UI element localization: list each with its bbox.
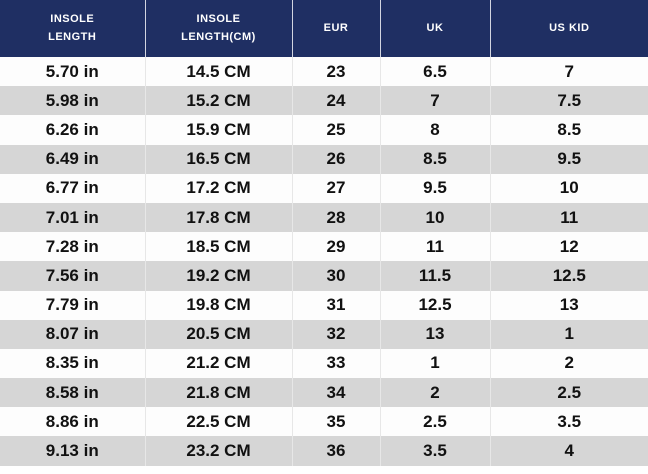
table-cell: 19.8 CM [145,290,293,320]
table-cell: 13 [490,290,648,320]
table-row: 7.01 in 17.8 CM 28 10 11 [0,202,648,233]
table-cell: 8.35 in [0,348,146,379]
table-cell: 9.5 [380,173,491,203]
table-cell: 23 [292,57,381,87]
table-cell: 9.13 in [0,436,146,466]
table-cell: 7.01 in [0,202,146,233]
column-header-eur: EUR [292,0,381,57]
table-row: 5.98 in 15.2 CM 24 7 7.5 [0,86,648,116]
table-cell: 16.5 CM [145,144,293,174]
table-cell: 6.49 in [0,144,146,174]
table-cell: 34 [292,378,381,408]
table-cell: 6.5 [380,57,491,87]
table-cell: 17.2 CM [145,173,293,203]
table-cell: 22.5 CM [145,407,293,437]
table-cell: 8.86 in [0,407,146,437]
table-cell: 7 [490,57,648,87]
table-cell: 11 [490,202,648,233]
table-cell: 7.79 in [0,290,146,320]
table-row: 5.70 in 14.5 CM 23 6.5 7 [0,57,648,87]
table-cell: 36 [292,436,381,466]
table-cell: 35 [292,407,381,437]
table-cell: 12 [490,232,648,262]
table-cell: 33 [292,348,381,379]
table-cell: 6.26 in [0,115,146,145]
table-row: 7.28 in 18.5 CM 29 11 12 [0,232,648,262]
table-cell: 25 [292,115,381,145]
column-header-insole-length-cm: INSOLE LENGTH(CM) [145,0,293,57]
table-row: 6.26 in 15.9 CM 25 8 8.5 [0,115,648,145]
table-cell: 14.5 CM [145,57,293,87]
table-cell: 8.5 [490,115,648,145]
column-header-us-kid: US KID [490,0,648,57]
table-cell: 8.5 [380,144,491,174]
table-cell: 10 [490,173,648,203]
table-row: 8.35 in 21.2 CM 33 1 2 [0,348,648,379]
table-cell: 19.2 CM [145,261,293,291]
table-row: 7.79 in 19.8 CM 31 12.5 13 [0,290,648,320]
table-cell: 29 [292,232,381,262]
table-cell: 7.56 in [0,261,146,291]
table-cell: 28 [292,202,381,233]
table-cell: 32 [292,319,381,349]
table-cell: 7 [380,86,491,116]
table-cell: 7.5 [490,86,648,116]
table-row: 8.07 in 20.5 CM 32 13 1 [0,319,648,349]
table-cell: 13 [380,319,491,349]
table-cell: 21.2 CM [145,348,293,379]
column-header-insole-length: INSOLE LENGTH [0,0,146,57]
table-cell: 24 [292,86,381,116]
table-cell: 5.98 in [0,86,146,116]
table-cell: 9.5 [490,144,648,174]
table-cell: 2.5 [380,407,491,437]
table-cell: 15.9 CM [145,115,293,145]
table-cell: 8.07 in [0,319,146,349]
table-cell: 17.8 CM [145,202,293,233]
table-row: 7.56 in 19.2 CM 30 11.5 12.5 [0,261,648,291]
table-row: 8.86 in 22.5 CM 35 2.5 3.5 [0,407,648,437]
table-row: 6.49 in 16.5 CM 26 8.5 9.5 [0,144,648,174]
table-cell: 3.5 [380,436,491,466]
table-cell: 12.5 [490,261,648,291]
table-row: 6.77 in 17.2 CM 27 9.5 10 [0,173,648,203]
column-header-uk: UK [380,0,491,57]
table-cell: 5.70 in [0,57,146,87]
table-cell: 8 [380,115,491,145]
table-cell: 23.2 CM [145,436,293,466]
table-cell: 6.77 in [0,173,146,203]
table-body: 5.70 in 14.5 CM 23 6.5 7 5.98 in 15.2 CM 24 7 7.5… [0,57,648,466]
table-row: 9.13 in 23.2 CM 36 3.5 4 [0,436,648,466]
table-cell: 18.5 CM [145,232,293,262]
table-cell: 10 [380,202,491,233]
table-cell: 1 [490,319,648,349]
table-cell: 2.5 [490,378,648,408]
table-cell: 3.5 [490,407,648,437]
table-row: 8.58 in 21.8 CM 34 2 2.5 [0,378,648,408]
table-cell: 15.2 CM [145,86,293,116]
table-cell: 26 [292,144,381,174]
table-cell: 31 [292,290,381,320]
table-cell: 27 [292,173,381,203]
table-cell: 12.5 [380,290,491,320]
table-cell: 1 [380,348,491,379]
table-cell: 11.5 [380,261,491,291]
table-cell: 20.5 CM [145,319,293,349]
table-cell: 30 [292,261,381,291]
header-row: INSOLE LENGTH INSOLE LENGTH(CM) EUR UK U… [0,0,648,57]
table-cell: 11 [380,232,491,262]
table-cell: 21.8 CM [145,378,293,408]
table-cell: 2 [490,348,648,379]
table-cell: 8.58 in [0,378,146,408]
table-cell: 2 [380,378,491,408]
table-cell: 7.28 in [0,232,146,262]
table-cell: 4 [490,436,648,466]
